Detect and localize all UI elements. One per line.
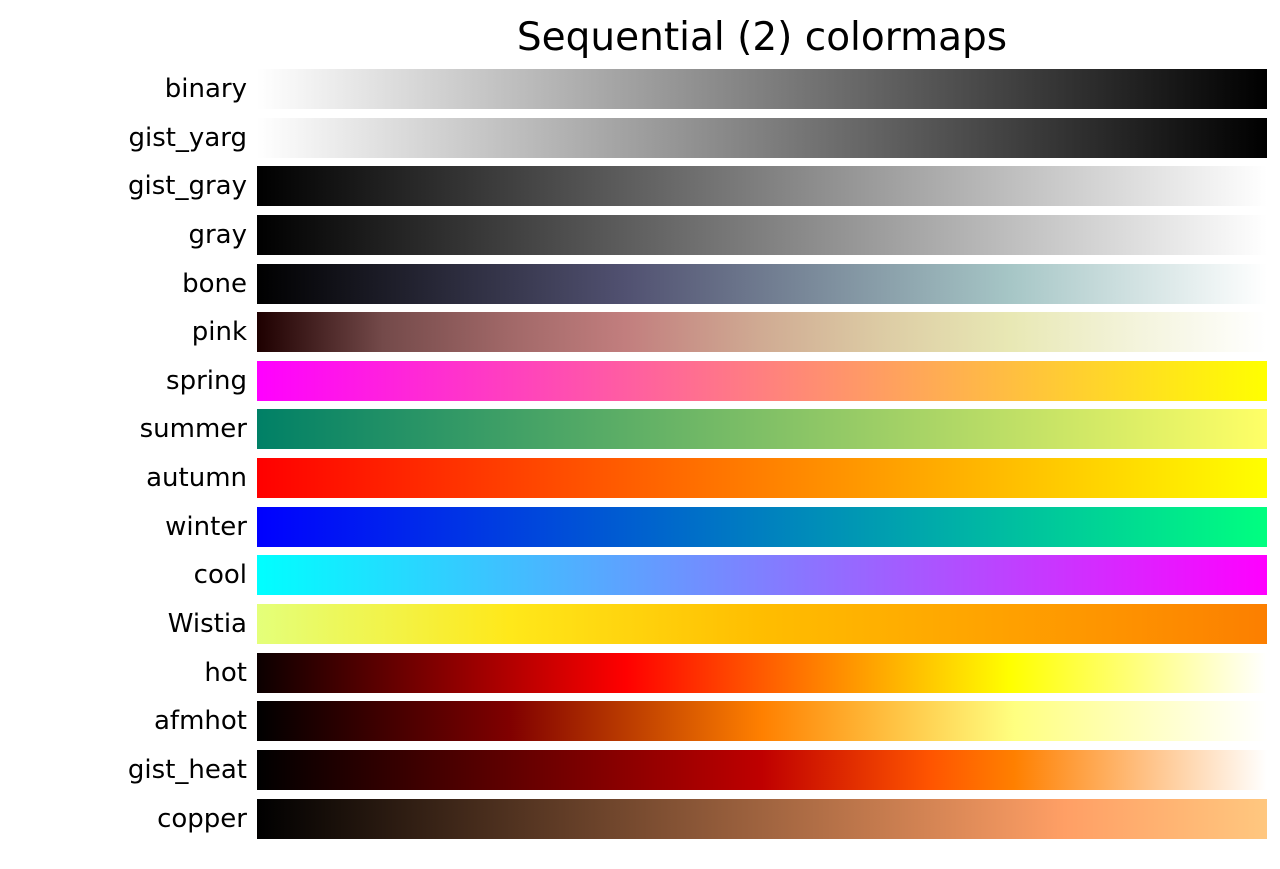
colormap-row: spring: [0, 360, 1280, 401]
colormap-label: pink: [191, 317, 247, 348]
colormap-row: summer: [0, 409, 1280, 450]
colormap-gradient-bar: [257, 360, 1267, 401]
colormap-gradient-bar: [257, 555, 1267, 596]
colormap-label: hot: [204, 657, 247, 688]
colormap-label: copper: [157, 803, 247, 834]
colormap-row: binary: [0, 69, 1280, 109]
colormap-gradient-bar: [257, 701, 1267, 742]
colormap-gradient-bar: [257, 652, 1267, 693]
colormap-label: afmhot: [154, 706, 247, 737]
colormap-label: gist_heat: [127, 754, 247, 785]
colormap-label: gist_gray: [128, 171, 247, 202]
colormap-gradient-bar: [257, 69, 1267, 109]
colormap-label: binary: [164, 74, 247, 104]
colormap-gradient-bar: [257, 506, 1267, 547]
colormap-label: Wistia: [167, 609, 247, 640]
colormap-row: bone: [0, 263, 1280, 304]
colormap-row: hot: [0, 652, 1280, 693]
colormap-label: autumn: [146, 463, 247, 494]
colormap-label: winter: [165, 511, 247, 542]
colormap-row: autumn: [0, 458, 1280, 499]
colormap-gradient-bar: [257, 604, 1267, 645]
colormap-gradient-bar: [257, 798, 1267, 839]
colormap-gradient-bar: [257, 458, 1267, 499]
colormap-gradient-bar: [257, 312, 1267, 353]
colormap-row: gist_gray: [0, 166, 1280, 207]
colormap-row: Wistia: [0, 604, 1280, 645]
colormap-row: copper: [0, 798, 1280, 839]
colormap-label: bone: [182, 268, 247, 299]
colormap-label: summer: [139, 414, 247, 445]
colormap-row: gist_heat: [0, 749, 1280, 790]
colormap-label: spring: [166, 365, 247, 396]
colormap-gradient-bar: [257, 214, 1267, 255]
colormap-gradient-bar: [257, 409, 1267, 450]
colormap-row: cool: [0, 555, 1280, 596]
colormap-label: cool: [193, 560, 247, 591]
colormap-gradient-bar: [257, 749, 1267, 790]
colormap-gradient-bar: [257, 263, 1267, 304]
chart-title: Sequential (2) colormaps: [516, 15, 1008, 60]
colormap-row: winter: [0, 506, 1280, 547]
colormap-label: gist_yarg: [128, 122, 247, 153]
colormap-gradient-bar: [257, 117, 1267, 158]
colormap-row: gist_yarg: [0, 117, 1280, 158]
colormap-row: gray: [0, 214, 1280, 255]
colormap-row: pink: [0, 312, 1280, 353]
colormap-label: gray: [188, 219, 247, 250]
colormap-gradient-bar: [257, 166, 1267, 207]
colormap-row: afmhot: [0, 701, 1280, 742]
